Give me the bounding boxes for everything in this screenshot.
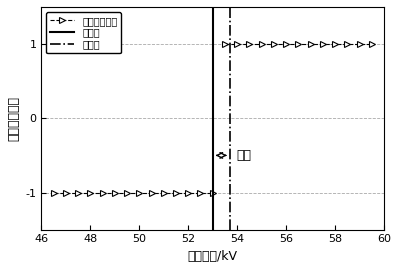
Y-axis label: 非起晕或起晕: 非起晕或起晕 [7, 96, 20, 141]
X-axis label: 加载电压/kV: 加载电压/kV [188, 250, 238, 263]
Text: 误差: 误差 [236, 149, 251, 162]
Legend: 预测是否起晕, 试验値, 预测値: 预测是否起晕, 试验値, 预测値 [46, 12, 121, 53]
